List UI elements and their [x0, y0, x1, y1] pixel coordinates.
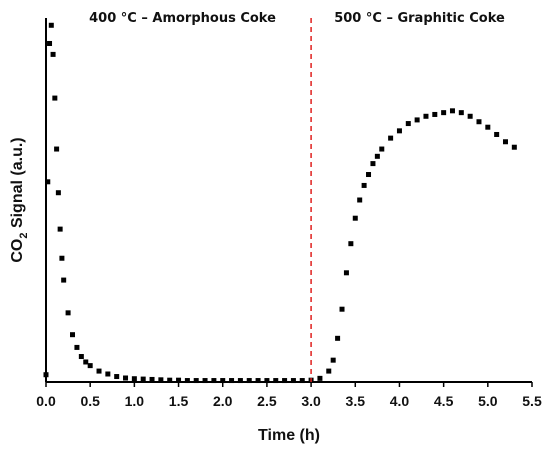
data-point	[339, 306, 345, 312]
data-point	[220, 378, 226, 384]
data-point	[57, 226, 63, 232]
data-point	[47, 40, 53, 46]
plot-area	[43, 22, 517, 384]
data-point	[193, 378, 199, 384]
data-point	[167, 377, 173, 383]
x-ticks: 0.0 0.5 1.0 1.5 2.0 2.5 3.0 3.5 4.0 4.5 5.0 5.5	[36, 382, 542, 409]
x-tick-label: 3.0	[301, 393, 321, 409]
data-point	[255, 378, 261, 384]
data-point	[423, 113, 429, 119]
data-point	[52, 95, 58, 101]
data-point	[50, 51, 56, 57]
data-point	[485, 124, 491, 130]
data-point	[229, 378, 235, 384]
data-point	[414, 117, 420, 123]
data-point	[348, 241, 354, 247]
data-point	[370, 161, 376, 167]
data-point	[237, 378, 243, 384]
data-point	[299, 378, 305, 384]
data-point	[176, 377, 182, 383]
y-axis-title-rest: Signal (a.u.)	[9, 137, 26, 232]
data-point	[140, 376, 146, 382]
data-point	[114, 374, 120, 380]
data-point	[123, 375, 129, 381]
data-point	[458, 110, 464, 116]
data-point	[96, 368, 102, 374]
data-point	[59, 255, 65, 261]
y-axis-title: CO2 Signal (a.u.)	[9, 137, 30, 262]
data-point	[105, 371, 111, 377]
x-tick-label: 5.5	[522, 393, 542, 409]
x-tick-label: 0.0	[36, 393, 56, 409]
data-point	[61, 277, 67, 283]
data-point	[131, 376, 137, 382]
data-point	[282, 378, 288, 384]
data-point	[65, 310, 71, 316]
data-point	[317, 375, 323, 381]
data-point	[290, 378, 296, 384]
data-point	[388, 135, 394, 141]
y-axis-title-main: CO	[9, 239, 26, 263]
data-point	[202, 378, 208, 384]
region-label-graphitic: 500 °C – Graphitic Coke	[334, 11, 505, 26]
x-tick-label: 2.5	[257, 393, 277, 409]
data-point	[374, 153, 380, 159]
data-point	[330, 357, 336, 363]
data-point	[78, 354, 84, 360]
data-point	[432, 111, 438, 117]
x-tick-label: 4.5	[434, 393, 454, 409]
data-point	[45, 179, 51, 185]
region-label-amorphous: 400 °C – Amorphous Coke	[89, 11, 276, 26]
data-point	[273, 378, 279, 384]
data-point	[361, 182, 367, 188]
data-point	[335, 335, 341, 341]
x-tick-label: 1.0	[125, 393, 145, 409]
data-point	[511, 144, 517, 150]
x-tick-label: 2.0	[213, 393, 233, 409]
data-point	[352, 215, 358, 221]
data-point	[70, 332, 76, 338]
data-point	[326, 368, 332, 374]
data-point	[502, 139, 508, 145]
data-point	[83, 359, 89, 365]
data-point	[343, 270, 349, 276]
data-point	[184, 378, 190, 384]
data-point	[87, 363, 93, 369]
data-point	[366, 172, 372, 178]
data-point	[357, 197, 363, 203]
data-point	[264, 378, 270, 384]
x-axis-title: Time (h)	[258, 427, 320, 444]
data-point	[48, 22, 54, 28]
x-tick-label: 1.5	[169, 393, 189, 409]
x-tick-label: 5.0	[478, 393, 498, 409]
x-tick-label: 0.5	[80, 393, 100, 409]
data-point	[211, 378, 217, 384]
data-point	[405, 121, 411, 127]
data-point	[396, 128, 402, 134]
x-tick-label: 3.5	[346, 393, 366, 409]
data-point	[494, 131, 500, 137]
data-point	[158, 377, 164, 383]
data-point	[379, 146, 385, 152]
y-axis-title-subscript: 2	[18, 233, 30, 239]
data-point	[74, 344, 80, 350]
data-point	[54, 146, 60, 152]
data-point	[449, 108, 455, 114]
data-point	[246, 378, 252, 384]
data-point	[149, 376, 155, 382]
data-point	[55, 190, 61, 196]
data-point	[441, 110, 447, 116]
data-point	[467, 113, 473, 119]
data-point	[476, 119, 482, 125]
x-tick-label: 4.0	[390, 393, 410, 409]
